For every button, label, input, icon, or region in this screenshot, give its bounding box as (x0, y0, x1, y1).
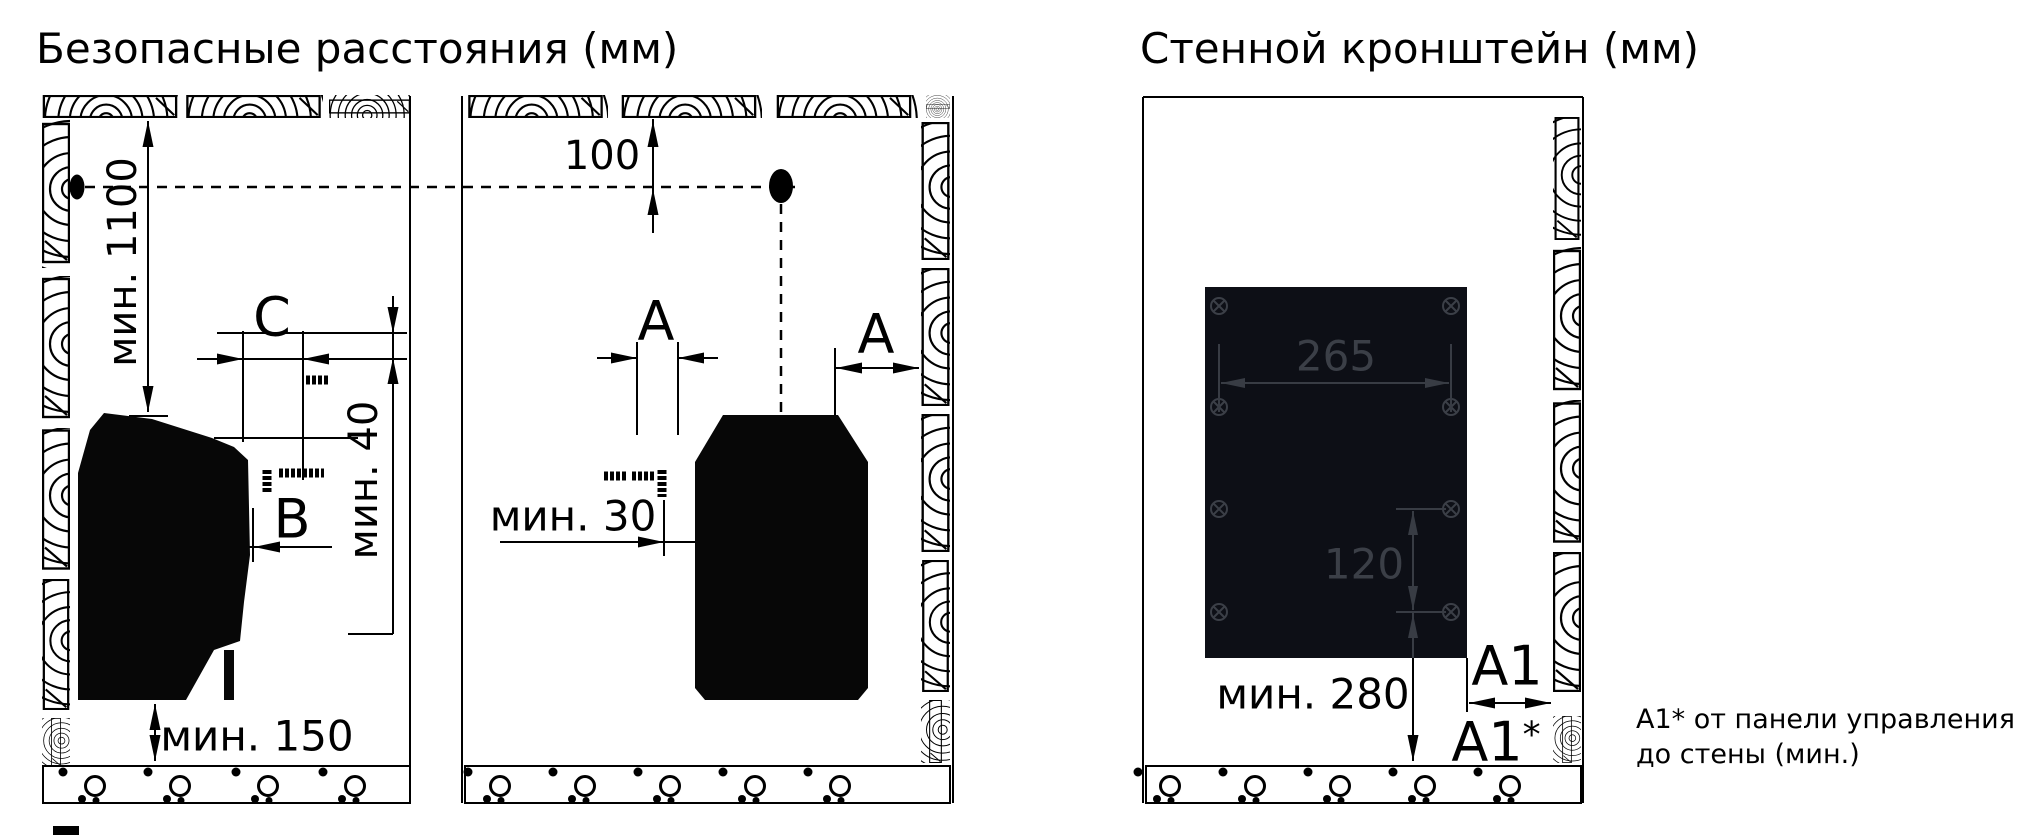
sensor-oval (69, 174, 85, 200)
dimension-min-40 (348, 296, 400, 635)
dimension-min-1100 (129, 120, 168, 417)
label-bracket-width-265: 265 (1295, 331, 1377, 381)
label-dimension-b: B (273, 487, 311, 551)
dimension-min-280 (1406, 613, 1420, 762)
a1-star-asterisk: * (1522, 714, 1541, 756)
label-min-30: мин. 30 (489, 491, 657, 541)
label-sensor-offset-100: 100 (563, 133, 641, 179)
page-title-safe-distances: Безопасные расстояния (мм) (36, 24, 679, 73)
wall-bracket-diagram (1132, 96, 1584, 806)
dimension-100 (646, 119, 660, 233)
label-min-1100: мин. 1100 (100, 157, 146, 367)
dimension-a1 (1466, 658, 1552, 712)
dimension-120 (1396, 508, 1446, 613)
label-dimension-a1-star: A1* (1451, 711, 1540, 774)
dimension-min-150 (148, 703, 162, 762)
label-dimension-a-left: A (637, 289, 675, 353)
a1-star-base: A1 (1451, 710, 1523, 774)
a1-footnote-line2: до стены (мин.) (1636, 739, 1860, 770)
sensor-oval (769, 169, 793, 203)
label-dimension-c: C (253, 285, 291, 349)
page-title-wall-bracket: Стенной кронштейн (мм) (1140, 24, 1700, 73)
dimension-c (197, 331, 407, 480)
floor-band (1132, 765, 1582, 806)
floor-band (42, 765, 411, 806)
floor-band (462, 765, 951, 806)
tiny-text-marks (262, 375, 330, 494)
label-dimension-a1: A1 (1471, 634, 1543, 698)
tiny-text-marks (604, 470, 667, 497)
dimension-min-30 (500, 500, 695, 556)
heater-front-silhouette (695, 415, 868, 700)
bracket-panel (1205, 287, 1467, 658)
right-wall-wood-band (921, 122, 950, 763)
label-min-40: мин. 40 (341, 400, 387, 560)
dimension-a-left (597, 342, 718, 435)
cutoff-legend-mark (53, 826, 79, 835)
a1-footnote-line1: A1* от панели управления (1636, 704, 2015, 735)
heater-foot (224, 650, 234, 700)
heater-side-silhouette (78, 413, 250, 700)
a1-footnote: A1* от панели управления до стены (мин.) (1636, 702, 2015, 772)
label-min-280: мин. 280 (1216, 669, 1410, 719)
dimension-265 (1218, 344, 1452, 412)
side-view-diagram (42, 95, 795, 835)
front-view-diagram (461, 95, 954, 806)
label-min-150: мин. 150 (160, 711, 354, 761)
label-dimension-a-right: A (857, 302, 895, 366)
label-bracket-spacing-120: 120 (1323, 539, 1405, 589)
